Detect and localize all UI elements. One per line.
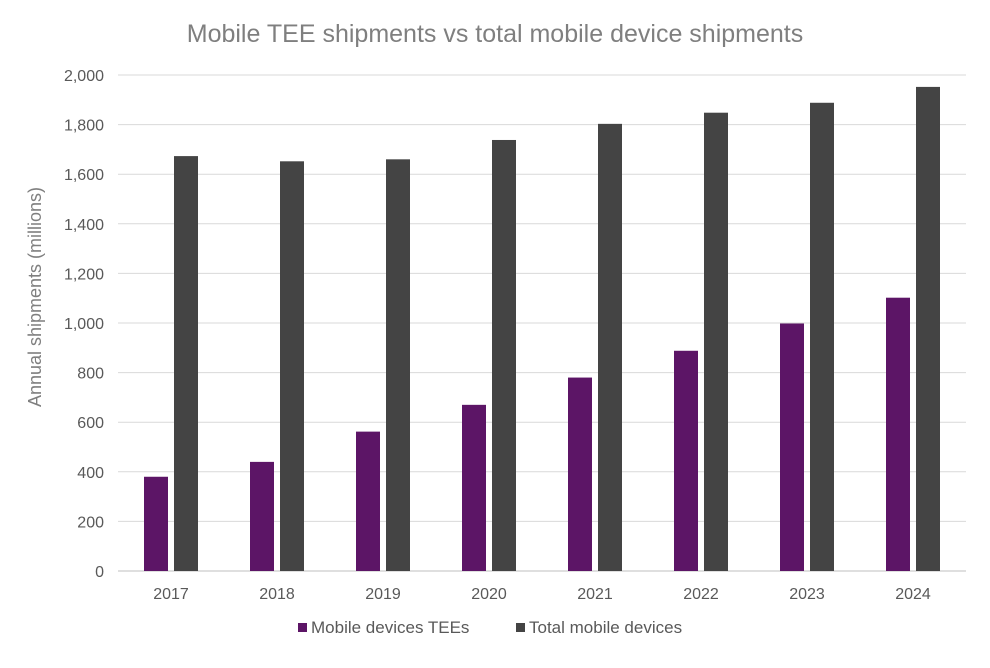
x-tick-label: 2024 (895, 586, 931, 603)
bar (462, 404, 486, 571)
y-tick-label: 1,800 (64, 118, 104, 135)
bar (250, 461, 274, 571)
legend-swatch (516, 623, 525, 632)
bar (810, 102, 834, 571)
y-tick-label: 400 (77, 465, 104, 482)
bar (174, 156, 198, 571)
grid-layer (118, 74, 966, 572)
y-tick-label: 600 (77, 415, 104, 432)
legend-swatch (298, 623, 307, 632)
x-tick-label: 2023 (789, 586, 825, 603)
bar (356, 431, 380, 571)
bar (598, 123, 622, 571)
x-tick-label: 2019 (365, 586, 401, 603)
bar (674, 350, 698, 571)
bars-layer (144, 86, 940, 572)
bar (492, 139, 516, 571)
legend-label: Total mobile devices (529, 618, 682, 637)
y-tick-label: 1,000 (64, 316, 104, 333)
bar (568, 377, 592, 571)
x-tick-label: 2017 (153, 586, 189, 603)
x-tick-label: 2018 (259, 586, 295, 603)
bar (386, 159, 410, 571)
y-tick-label: 1,400 (64, 217, 104, 234)
x-tick-label: 2022 (683, 586, 719, 603)
y-tick-label: 800 (77, 366, 104, 383)
x-tick-label: 2020 (471, 586, 507, 603)
y-axis-label: Annual shipments (millions) (25, 187, 45, 407)
x-tick-label: 2021 (577, 586, 613, 603)
bar (916, 86, 940, 572)
y-tick-label: 2,000 (64, 68, 104, 85)
y-tick-label: 200 (77, 514, 104, 531)
y-tick-labels: 0 200 400 600 800 1,000 1,200 1,400 1,600 1,800 2,… (64, 68, 104, 581)
y-tick-label: 1,600 (64, 167, 104, 184)
y-tick-label: 0 (95, 564, 104, 581)
bar (280, 161, 304, 571)
y-tick-label: 1,200 (64, 266, 104, 283)
bar (144, 476, 168, 571)
bar (780, 323, 804, 571)
chart-title: Mobile TEE shipments vs total mobile dev… (187, 20, 803, 48)
x-tick-labels: 2017 2018 2019 2020 2021 2022 2023 2024 (153, 586, 931, 603)
bar (704, 112, 728, 572)
legend: Mobile devices TEEs Total mobile devices (298, 618, 682, 637)
legend-label: Mobile devices TEEs (311, 618, 469, 637)
bar (886, 297, 910, 571)
